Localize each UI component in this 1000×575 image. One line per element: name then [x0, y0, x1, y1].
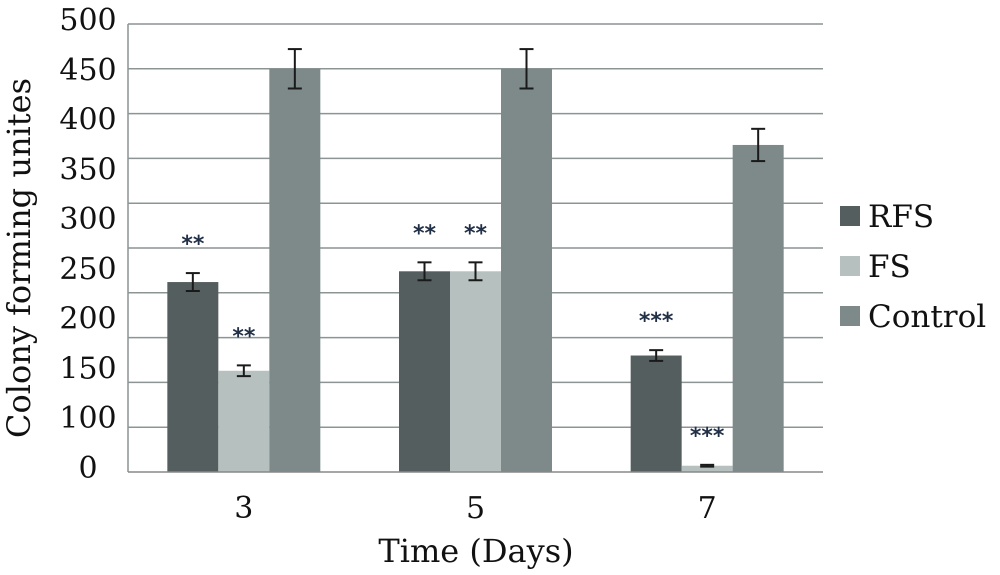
error-bar [468, 261, 483, 282]
significance-marker: ** [413, 221, 437, 246]
x-tick-label: 7 [698, 491, 717, 526]
y-tick-label: 450 [59, 53, 116, 88]
significance-marker: *** [639, 309, 674, 334]
legend-label-control: Control [868, 299, 986, 335]
y-tick-label: 400 [59, 103, 116, 138]
error-bar [417, 261, 432, 282]
y-axis-title: Colony forming unites [0, 78, 38, 438]
y-tick-labels: 0 100 150 200 250 300 350 400 450 500 [59, 3, 116, 486]
significance-marker: ** [464, 221, 488, 246]
bar-fs-day-3 [218, 370, 270, 472]
legend-label-rfs: RFS [868, 199, 934, 235]
significance-marker: ** [232, 324, 256, 349]
error-bar [287, 48, 302, 90]
legend-swatch-fs [840, 256, 860, 276]
x-tick-label: 3 [234, 491, 253, 526]
y-tick-label: 250 [59, 252, 116, 287]
y-tick-label: 150 [59, 351, 116, 386]
x-tick-label: 5 [466, 491, 485, 526]
y-tick-label: 300 [59, 202, 116, 237]
error-bar [519, 48, 534, 90]
significance-marker: *** [690, 424, 725, 449]
error-bar [751, 127, 766, 163]
y-tick-label: 0 [78, 451, 97, 486]
bar-control-day-3 [269, 68, 321, 473]
error-bar [185, 272, 200, 293]
bar-rfs-day-5 [399, 271, 450, 472]
bars [167, 68, 784, 473]
bar-rfs-day-7 [630, 355, 682, 472]
legend-swatch-control [840, 306, 860, 326]
bar-fs-day-5 [450, 271, 501, 472]
legend: RFS FS Control [840, 199, 986, 335]
legend-label-fs: FS [868, 249, 911, 285]
y-tick-label: 350 [59, 152, 116, 187]
error-bar [649, 349, 664, 362]
legend-swatch-rfs [840, 206, 860, 226]
y-tick-label: 200 [59, 302, 116, 337]
x-axis-title: Time (Days) [378, 532, 573, 570]
bar-fs-day-7 [681, 465, 733, 472]
bar-rfs-day-3 [167, 282, 219, 472]
error-bar [700, 463, 715, 468]
error-bar [236, 364, 251, 378]
bar-control-day-5 [501, 68, 552, 473]
significance-annotations: ****** ******** [181, 221, 725, 448]
y-tick-label: 100 [59, 401, 116, 436]
error-bars [185, 48, 766, 468]
y-tick-label: 500 [59, 3, 116, 38]
bar-control-day-7 [732, 144, 784, 472]
x-tick-labels: 3 5 7 [234, 491, 716, 526]
significance-marker: ** [181, 232, 205, 257]
